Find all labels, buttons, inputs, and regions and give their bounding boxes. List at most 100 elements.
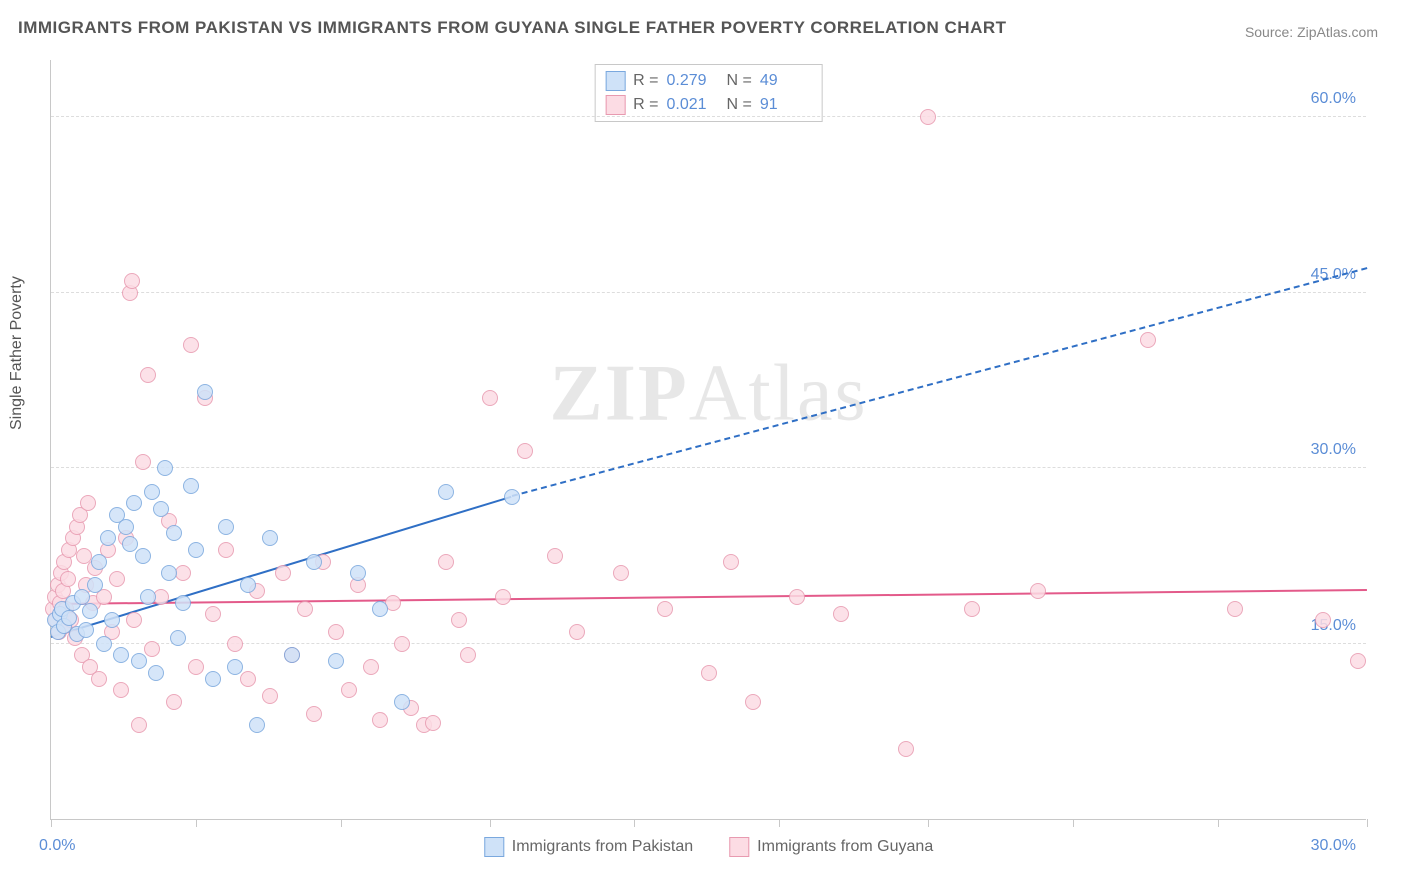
data-point: [91, 554, 107, 570]
data-point: [372, 601, 388, 617]
data-point: [61, 610, 77, 626]
data-point: [126, 612, 142, 628]
x-tick-max: 30.0%: [1311, 837, 1356, 855]
data-point: [205, 606, 221, 622]
x-tick: [1367, 819, 1368, 827]
data-point: [1030, 583, 1046, 599]
legend-swatch-guyana: [605, 95, 625, 115]
source-attribution: Source: ZipAtlas.com: [1245, 24, 1378, 40]
data-point: [898, 741, 914, 757]
data-point: [1315, 612, 1331, 628]
data-point: [306, 706, 322, 722]
x-tick: [51, 819, 52, 827]
data-point: [96, 636, 112, 652]
data-point: [135, 548, 151, 564]
gridline: [51, 292, 1366, 293]
data-point: [657, 601, 673, 617]
data-point: [262, 688, 278, 704]
data-point: [113, 647, 129, 663]
data-point: [166, 694, 182, 710]
data-point: [91, 671, 107, 687]
y-tick-label: 60.0%: [1311, 90, 1356, 108]
trend-line: [511, 268, 1367, 498]
data-point: [131, 653, 147, 669]
data-point: [363, 659, 379, 675]
data-point: [122, 536, 138, 552]
data-point: [197, 384, 213, 400]
gridline: [51, 116, 1366, 117]
data-point: [183, 337, 199, 353]
data-point: [547, 548, 563, 564]
data-point: [104, 612, 120, 628]
data-point: [438, 554, 454, 570]
y-axis-label: Single Father Poverty: [8, 276, 26, 430]
data-point: [227, 636, 243, 652]
data-point: [460, 647, 476, 663]
data-point: [144, 641, 160, 657]
data-point: [218, 542, 234, 558]
data-point: [1140, 332, 1156, 348]
data-point: [153, 501, 169, 517]
data-point: [131, 717, 147, 733]
x-tick: [928, 819, 929, 827]
gridline: [51, 643, 1366, 644]
data-point: [517, 443, 533, 459]
data-point: [1227, 601, 1243, 617]
legend-row-pakistan: R =0.279 N =49: [605, 69, 812, 93]
data-point: [613, 565, 629, 581]
data-point: [275, 565, 291, 581]
data-point: [218, 519, 234, 535]
data-point: [964, 601, 980, 617]
data-point: [140, 367, 156, 383]
data-point: [394, 636, 410, 652]
data-point: [126, 495, 142, 511]
data-point: [306, 554, 322, 570]
data-point: [249, 717, 265, 733]
x-tick: [1073, 819, 1074, 827]
data-point: [451, 612, 467, 628]
data-point: [425, 715, 441, 731]
data-point: [328, 653, 344, 669]
legend-swatch-pakistan-2: [484, 837, 504, 857]
x-tick: [490, 819, 491, 827]
data-point: [87, 577, 103, 593]
legend-item-guyana: Immigrants from Guyana: [729, 837, 933, 857]
data-point: [183, 478, 199, 494]
data-point: [723, 554, 739, 570]
data-point: [394, 694, 410, 710]
data-point: [80, 495, 96, 511]
data-point: [328, 624, 344, 640]
gridline: [51, 467, 1366, 468]
legend-swatch-guyana-2: [729, 837, 749, 857]
data-point: [745, 694, 761, 710]
data-point: [161, 565, 177, 581]
data-point: [100, 530, 116, 546]
data-point: [175, 595, 191, 611]
data-point: [135, 454, 151, 470]
data-point: [166, 525, 182, 541]
data-point: [240, 671, 256, 687]
data-point: [144, 484, 160, 500]
data-point: [148, 665, 164, 681]
chart-title: IMMIGRANTS FROM PAKISTAN VS IMMIGRANTS F…: [18, 18, 1007, 38]
data-point: [78, 622, 94, 638]
x-tick: [779, 819, 780, 827]
data-point: [482, 390, 498, 406]
data-point: [170, 630, 186, 646]
data-point: [372, 712, 388, 728]
data-point: [188, 542, 204, 558]
data-point: [341, 682, 357, 698]
x-tick-min: 0.0%: [39, 837, 75, 855]
data-point: [504, 489, 520, 505]
data-point: [833, 606, 849, 622]
data-point: [60, 571, 76, 587]
data-point: [82, 603, 98, 619]
data-point: [227, 659, 243, 675]
data-point: [789, 589, 805, 605]
data-point: [701, 665, 717, 681]
correlation-legend: R =0.279 N =49 R =0.021 N =91: [594, 64, 823, 122]
legend-row-guyana: R =0.021 N =91: [605, 93, 812, 117]
data-point: [438, 484, 454, 500]
data-point: [240, 577, 256, 593]
x-tick: [634, 819, 635, 827]
